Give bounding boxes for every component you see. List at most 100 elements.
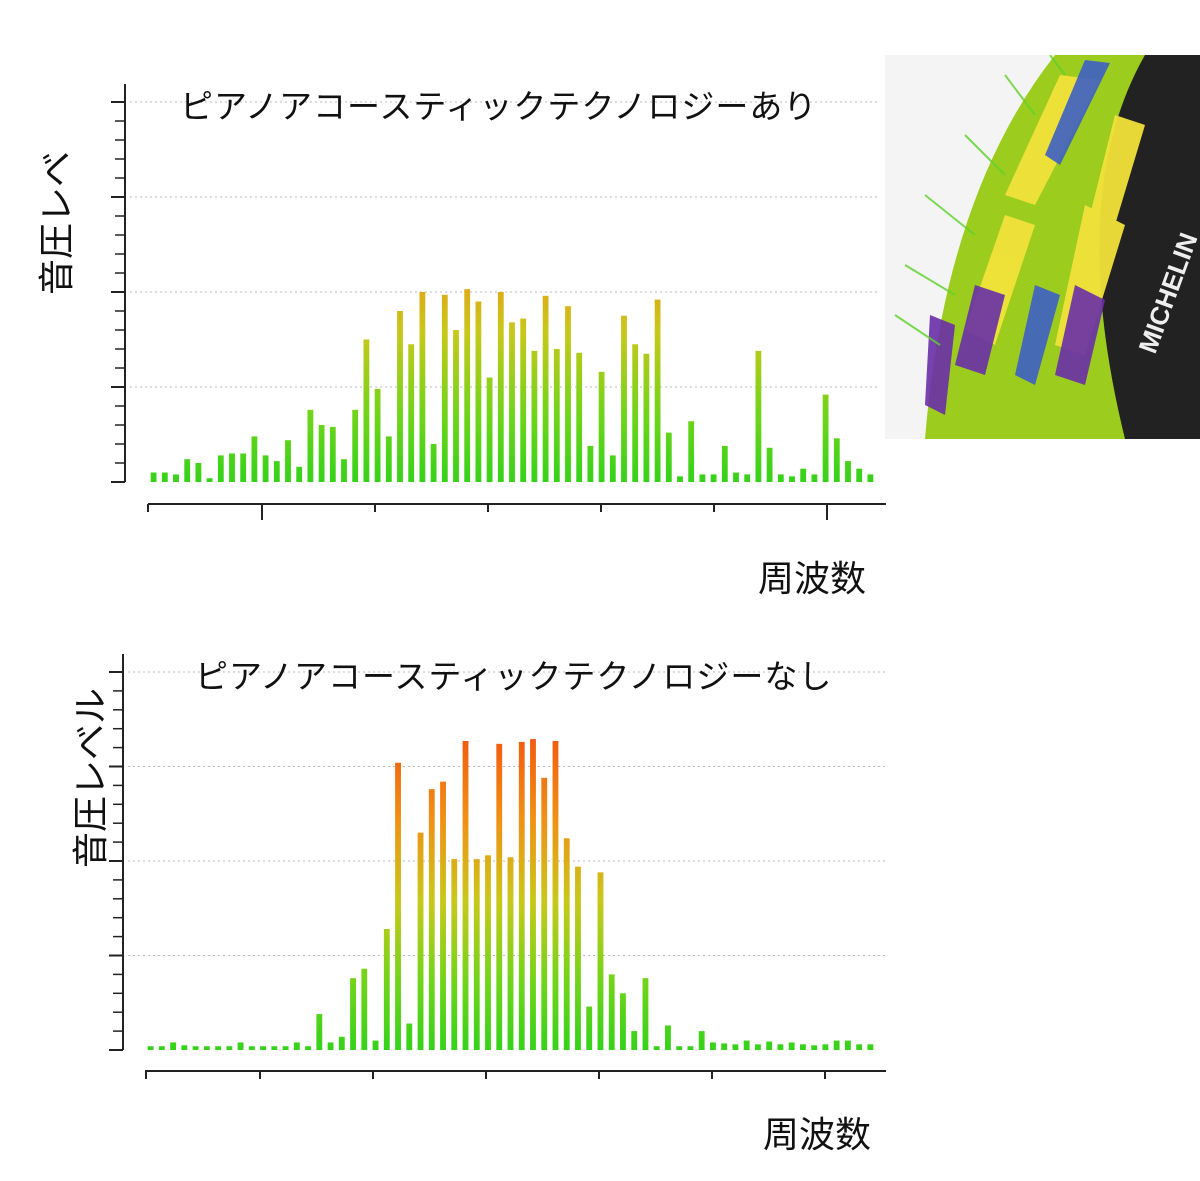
bar	[464, 289, 471, 482]
bar	[744, 474, 751, 482]
bar	[240, 453, 247, 482]
bar	[552, 740, 559, 1050]
bar	[621, 315, 627, 482]
bar	[248, 1046, 255, 1050]
y-axis-label-top: 音圧レベ	[37, 150, 78, 295]
bar	[587, 445, 594, 482]
chart-title-without: ピアノアコースティックテクノロジーなし	[195, 657, 833, 696]
bar	[520, 318, 527, 482]
x-axis-label-bottom: 周波数	[763, 1115, 872, 1156]
bar	[586, 1006, 593, 1050]
bar	[203, 1046, 210, 1050]
bar	[327, 1042, 334, 1050]
bar	[473, 859, 480, 1050]
bar	[811, 474, 818, 482]
bar	[653, 1046, 660, 1050]
bar	[486, 377, 493, 482]
bar	[799, 1044, 806, 1050]
bar	[609, 455, 616, 482]
bar	[654, 299, 661, 482]
bar	[192, 1046, 199, 1050]
bar	[150, 472, 157, 482]
bar	[372, 1040, 379, 1050]
bar	[229, 453, 235, 482]
bar	[374, 388, 381, 482]
bar	[608, 974, 615, 1050]
bar	[777, 474, 784, 482]
bar	[565, 306, 571, 482]
bar	[845, 461, 851, 482]
bar	[361, 968, 368, 1050]
bar	[282, 1046, 289, 1050]
bar	[262, 455, 269, 482]
bar	[665, 432, 672, 482]
bar	[721, 1043, 728, 1050]
bar	[509, 322, 515, 482]
bar	[485, 855, 491, 1050]
bar	[453, 330, 459, 482]
bar	[598, 371, 605, 482]
bar	[307, 409, 314, 482]
bar	[620, 993, 626, 1050]
bar	[170, 1042, 177, 1050]
bar	[553, 349, 560, 482]
bar	[631, 1031, 638, 1050]
bar	[271, 1046, 278, 1050]
bar	[428, 789, 435, 1050]
bar	[215, 1046, 222, 1050]
bar	[743, 1040, 750, 1050]
bar	[397, 311, 403, 482]
bar	[318, 425, 325, 482]
bar	[822, 1044, 829, 1050]
bar	[305, 1046, 311, 1050]
bar	[699, 474, 706, 482]
bar	[451, 859, 458, 1050]
bar	[698, 1031, 705, 1050]
bar	[363, 339, 370, 482]
bar	[665, 1025, 671, 1050]
bar	[408, 344, 415, 482]
bar	[237, 1042, 244, 1050]
bar	[833, 1040, 840, 1050]
bar	[687, 1046, 694, 1050]
bar	[642, 978, 649, 1050]
bar	[733, 472, 739, 482]
bar	[383, 929, 390, 1050]
bar	[576, 352, 583, 482]
tire-tread-photo: MICHELIN	[885, 55, 1200, 439]
x-axis-label-top: 周波数	[758, 559, 867, 600]
bar	[161, 472, 168, 482]
bar	[430, 444, 437, 482]
bar	[417, 832, 424, 1050]
chart-without-technology	[109, 654, 886, 1079]
bar	[811, 1045, 818, 1050]
bar	[755, 350, 762, 482]
bar	[406, 1023, 413, 1050]
bar	[788, 1042, 795, 1050]
bar	[441, 294, 448, 482]
bar	[147, 1046, 154, 1050]
bar	[710, 1042, 716, 1050]
bar	[419, 292, 426, 482]
tire-tread-illustration: MICHELIN	[885, 55, 1200, 439]
bar	[158, 1046, 165, 1050]
bar	[867, 1044, 874, 1050]
bar	[541, 777, 548, 1050]
bar	[766, 447, 773, 482]
bar	[217, 455, 224, 482]
bar	[677, 476, 683, 482]
bar	[766, 1041, 773, 1050]
bar	[575, 866, 581, 1050]
bar	[497, 292, 504, 482]
bar	[721, 445, 728, 482]
bar	[676, 1046, 683, 1050]
bar	[710, 474, 717, 482]
bar	[352, 409, 359, 482]
bar	[338, 1036, 345, 1050]
bar	[395, 762, 401, 1050]
bar	[822, 394, 829, 482]
bar	[563, 838, 570, 1050]
bar	[507, 857, 514, 1050]
bar	[643, 353, 650, 482]
bar	[462, 740, 469, 1050]
